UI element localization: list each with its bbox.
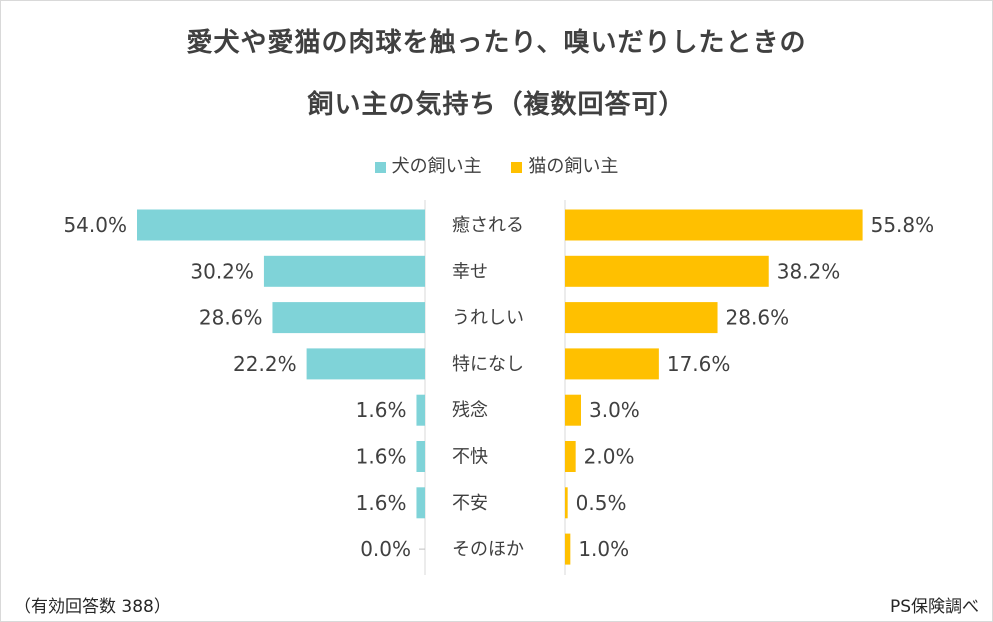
cat-value-label: 3.0% (589, 398, 640, 422)
chart-legend: 犬の飼い主 猫の飼い主 (0, 152, 993, 178)
category-label: 不快 (452, 447, 488, 468)
dog-value-label: 22.2% (233, 352, 297, 376)
legend-item-cat: 猫の飼い主 (511, 152, 618, 178)
dog-value-label: 1.6% (356, 445, 407, 469)
dog-bar (272, 302, 425, 334)
dog-value-label: 28.6% (199, 306, 263, 330)
cat-bar (565, 348, 659, 380)
cat-bar (565, 394, 581, 426)
cat-value-label: 55.8% (871, 213, 935, 237)
chart-title-line-2: 飼い主の気持ち（複数回答可） (307, 90, 686, 120)
dog-bar (416, 487, 425, 519)
legend-swatch-cat (511, 161, 523, 173)
category-label: 不安 (452, 493, 488, 514)
cat-value-label: 28.6% (726, 306, 790, 330)
sample-size-note: （有効回答数 388） (14, 597, 171, 617)
cat-bar (565, 487, 568, 519)
cat-bar (565, 209, 863, 241)
cat-bar (565, 441, 576, 472)
category-label: 幸せ (452, 261, 488, 282)
dog-bar (137, 209, 425, 241)
source-note: PS保険調べ (889, 597, 979, 617)
cat-bar (565, 255, 769, 287)
legend-label-dog: 犬の飼い主 (391, 156, 482, 177)
category-label: 残念 (452, 399, 488, 421)
dog-value-label: 30.2% (190, 259, 254, 283)
dog-value-label: 1.6% (356, 491, 407, 515)
dog-value-label: 0.0% (360, 537, 411, 561)
cat-value-label: 1.0% (578, 537, 629, 561)
legend-label-cat: 猫の飼い主 (528, 156, 619, 177)
dog-bar (416, 441, 425, 472)
cat-value-label: 2.0% (584, 445, 635, 469)
cat-bar (565, 533, 571, 565)
cat-bar (565, 302, 718, 334)
category-label: 特になし (452, 354, 524, 375)
dog-bar (306, 348, 425, 380)
dog-bar (263, 255, 425, 287)
legend-item-dog: 犬の飼い主 (374, 152, 482, 178)
category-label: そのほか (452, 539, 524, 560)
legend-swatch-dog (374, 161, 386, 173)
cat-value-label: 0.5% (576, 491, 627, 515)
dog-bar (416, 394, 425, 426)
category-label: うれしい (452, 308, 524, 329)
chart-title-line-1: 愛犬や愛猫の肉球を触ったり、嗅いだりしたときの (186, 28, 807, 58)
cat-value-label: 17.6% (667, 352, 731, 376)
cat-value-label: 38.2% (777, 259, 841, 283)
butterfly-bar-chart: 癒される 54.0% 55.8% 幸せ 30.2% 38.2% うれしい 28.6% 28.6%… (63, 200, 935, 575)
dog-value-label: 54.0% (63, 213, 127, 237)
dog-value-label: 1.6% (356, 398, 407, 422)
category-label: 癒される (452, 215, 524, 236)
